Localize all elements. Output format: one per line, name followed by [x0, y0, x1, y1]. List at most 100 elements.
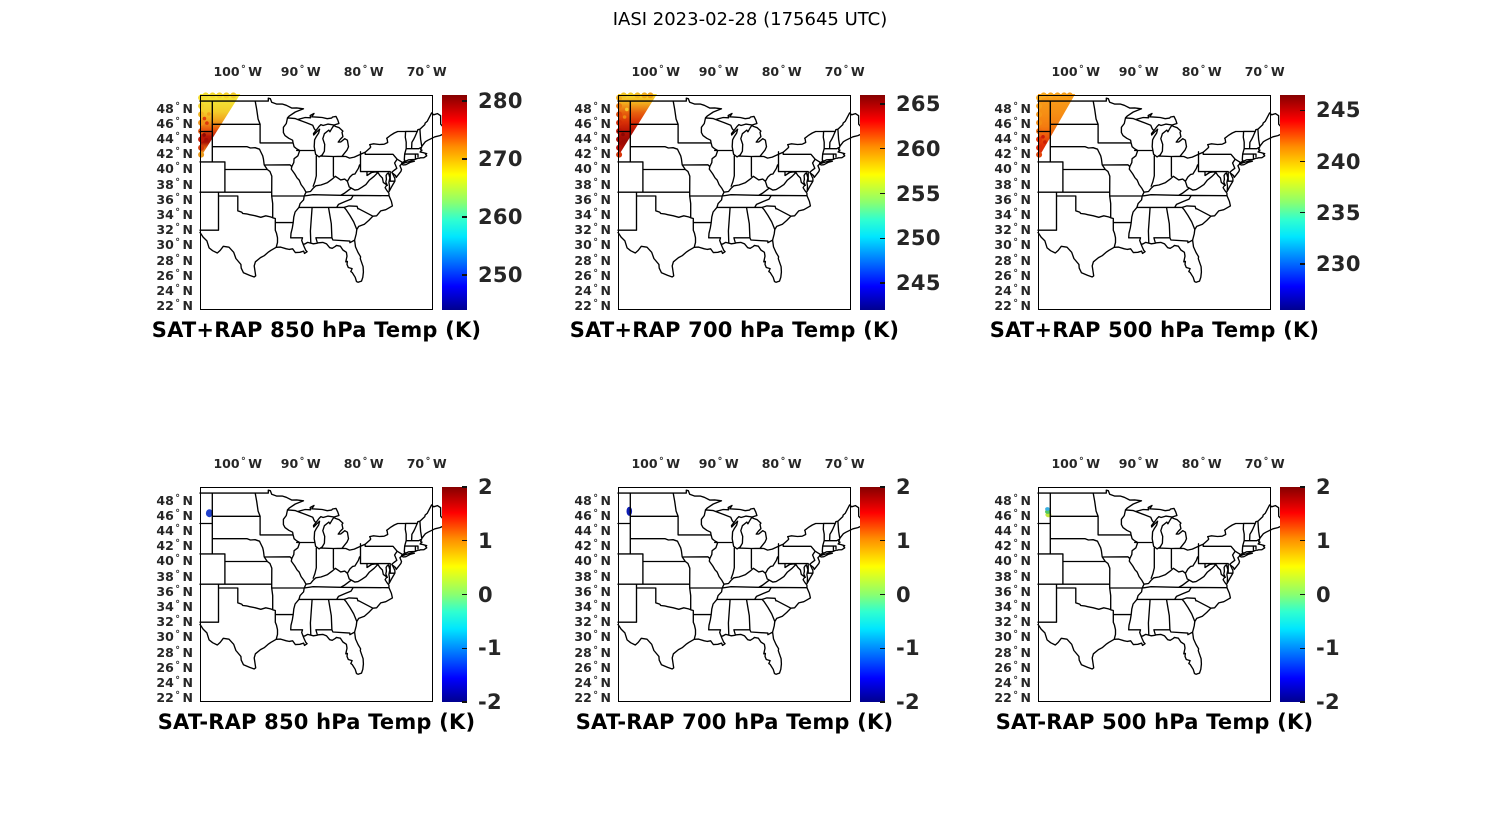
lat-tick-value: 30 [994, 237, 1012, 253]
colorbar-tick-label: 235 [1316, 202, 1361, 224]
lat-tick-value: 38 [994, 176, 1012, 192]
lat-tick-value: 46 [574, 507, 592, 523]
lat-tick-value: 32 [994, 614, 1012, 630]
degree-symbol: ° [593, 507, 599, 519]
lon-unit: W [1207, 456, 1222, 471]
lat-tick-label: 42 ° N [983, 146, 1031, 163]
lat-unit: N [182, 146, 193, 162]
lat-unit: N [600, 568, 611, 584]
lat-tick-value: 22 [574, 298, 592, 314]
degree-symbol: ° [175, 207, 181, 219]
lat-unit: N [600, 553, 611, 569]
colorbar-tick-label: 1 [1316, 530, 1331, 552]
lat-unit: N [600, 507, 611, 523]
footprint-circle [198, 103, 205, 109]
degree-symbol: ° [1013, 131, 1019, 143]
degree-symbol: ° [1013, 690, 1019, 702]
footprint-circle [1036, 103, 1043, 109]
lat-tick-value: 26 [994, 267, 1012, 283]
panel-sat-minus-rap-850: 100 ° W 90 ° W 80 ° W 70 ° W 48 ° N 46 ° N 44 ° N 42 ° N 40 ° N 38… [156, 456, 501, 734]
lat-tick-label: 34 ° N [563, 599, 611, 616]
lat-unit: N [1020, 100, 1031, 116]
lat-tick-value: 30 [156, 629, 174, 645]
colorbar [860, 486, 885, 703]
lat-unit: N [182, 507, 193, 523]
degree-symbol: ° [593, 599, 599, 611]
us-states-map [1037, 97, 1285, 283]
lon-tick-label: 100 ° W [206, 456, 270, 471]
lat-unit: N [182, 191, 193, 207]
lat-tick-label: 38 ° N [563, 176, 611, 194]
lat-tick-value: 36 [994, 191, 1012, 207]
degree-symbol: ° [593, 690, 599, 702]
axes-frame [200, 487, 433, 702]
lat-tick-value: 42 [994, 146, 1012, 162]
lat-unit: N [600, 614, 611, 630]
lat-tick-value: 36 [574, 583, 592, 599]
lat-tick-value: 48 [994, 100, 1012, 116]
degree-symbol: ° [1013, 553, 1019, 565]
lat-tick-label: 46 ° N [563, 115, 611, 133]
lat-tick-value: 36 [156, 583, 174, 599]
footprint-circle [1036, 144, 1043, 151]
lon-tick-label: 100 ° W [624, 456, 688, 471]
lon-unit: W [787, 456, 802, 471]
lon-tick-value: 80 [343, 64, 362, 79]
colorbar-tick-label: -1 [478, 637, 502, 659]
lat-unit: N [1020, 583, 1031, 599]
lat-tick-label: 26 ° N [983, 659, 1031, 677]
colorbar-tick-mark [1300, 593, 1305, 596]
lon-unit: W [724, 64, 739, 79]
degree-symbol: ° [593, 115, 599, 127]
lon-tick-label: 90 ° W [1107, 456, 1171, 471]
lat-tick-label: 24 ° N [563, 283, 611, 300]
lat-tick-label: 36 ° N [983, 583, 1031, 601]
degree-symbol: ° [593, 176, 599, 188]
colorbar-tick-mark [462, 158, 467, 160]
panel-title: SAT-RAP 700 hPa Temp (K) [575, 710, 894, 734]
us-states-map [199, 97, 447, 283]
difference-spot-overlay [205, 509, 213, 518]
lat-unit: N [1020, 283, 1031, 298]
degree-symbol: ° [1013, 507, 1019, 519]
degree-symbol: ° [1013, 191, 1019, 203]
lat-tick-value: 26 [994, 659, 1012, 675]
colorbar-tick-label: 260 [478, 206, 523, 228]
degree-symbol: ° [1013, 568, 1019, 580]
lat-tick-value: 22 [994, 690, 1012, 706]
lat-tick-label: 40 ° N [983, 553, 1031, 570]
lon-unit: W [1207, 64, 1222, 79]
lat-tick-value: 24 [574, 283, 592, 298]
lat-tick-label: 42 ° N [563, 146, 611, 163]
lat-unit: N [182, 176, 193, 192]
degree-symbol: ° [1013, 599, 1019, 611]
lon-unit: W [432, 64, 447, 79]
lat-tick-value: 22 [156, 298, 174, 314]
lon-tick-value: 90 [1118, 456, 1137, 471]
degree-symbol: ° [175, 100, 181, 112]
lat-unit: N [1020, 207, 1031, 223]
colorbar-tick-label: -1 [1316, 637, 1340, 659]
colorbar-tick-value: 1 [1316, 528, 1331, 553]
colorbar [1280, 95, 1305, 310]
lat-unit: N [182, 207, 193, 223]
lat-tick-value: 24 [156, 283, 174, 298]
degree-symbol: ° [175, 115, 181, 127]
lat-unit: N [1020, 538, 1031, 554]
lat-tick-label: 28 ° N [145, 252, 193, 270]
lat-tick-value: 28 [156, 252, 174, 268]
lat-unit: N [1020, 568, 1031, 584]
map-plot [616, 92, 865, 310]
degree-symbol: ° [593, 237, 599, 249]
panel-title: SAT+RAP 850 hPa Temp (K) [151, 318, 482, 342]
swath-speckle [625, 107, 629, 112]
colorbar-tick-value: 235 [1316, 200, 1361, 225]
lat-tick-value: 46 [156, 115, 174, 131]
degree-symbol: ° [175, 538, 181, 550]
swath-speckle [1041, 135, 1045, 139]
lat-tick-label: 30 ° N [983, 629, 1031, 646]
degree-symbol: ° [1013, 583, 1019, 595]
lat-tick-label: 40 ° N [983, 161, 1031, 178]
colorbar-tick-value: 2 [478, 475, 493, 499]
